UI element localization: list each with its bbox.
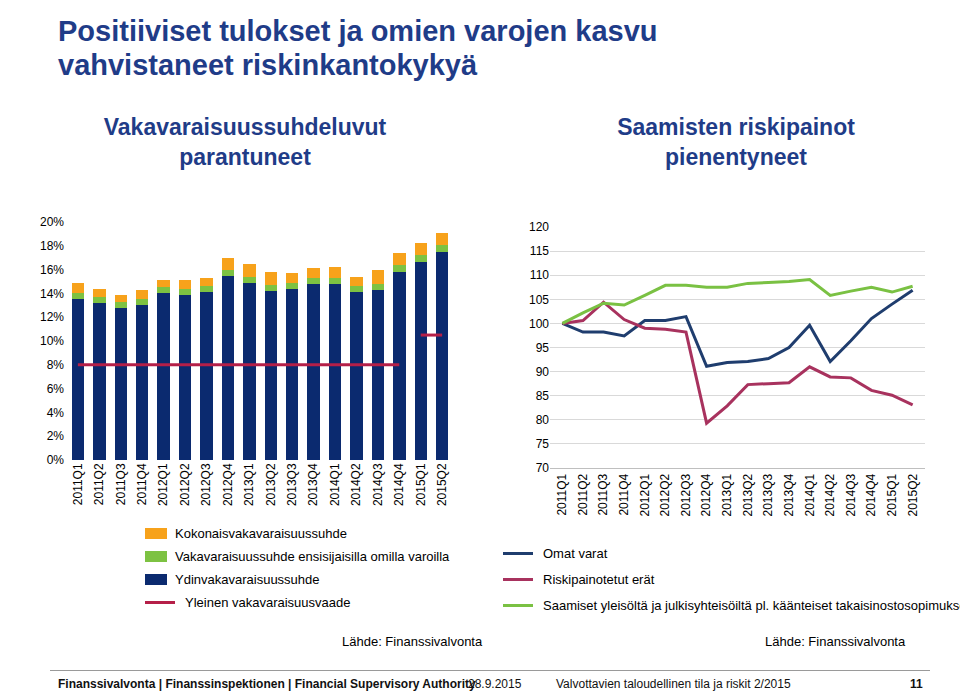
svg-text:20%: 20% xyxy=(40,215,64,229)
svg-text:2014Q2: 2014Q2 xyxy=(349,463,363,506)
svg-text:95: 95 xyxy=(536,341,550,355)
svg-text:2012Q4: 2012Q4 xyxy=(699,473,713,516)
svg-text:2014Q4: 2014Q4 xyxy=(864,473,878,516)
svg-text:2015Q1: 2015Q1 xyxy=(885,473,899,516)
svg-text:2014Q3: 2014Q3 xyxy=(371,463,385,506)
svg-text:2015Q1: 2015Q1 xyxy=(414,463,428,506)
svg-text:2012Q3: 2012Q3 xyxy=(679,473,693,516)
svg-text:16%: 16% xyxy=(40,263,64,277)
svg-text:85: 85 xyxy=(536,389,550,403)
svg-text:2012Q3: 2012Q3 xyxy=(199,463,213,506)
svg-text:2013Q3: 2013Q3 xyxy=(285,463,299,506)
html-text:Yleinen vakavaraisuusvaade: Yleinen vakavaraisuusvaade xyxy=(185,595,351,610)
svg-text:2013Q4: 2013Q4 xyxy=(306,463,320,506)
svg-text:105: 105 xyxy=(529,293,549,307)
svg-text:2011Q1: 2011Q1 xyxy=(555,473,569,515)
html-text:Kokonaisvakavaraisuussuhde: Kokonaisvakavaraisuussuhde xyxy=(175,526,347,541)
svg-text:10%: 10% xyxy=(40,334,64,348)
html-text:Finanssivalvonta | Finanssinsp: Finanssivalvonta | Finanssinspektionen |… xyxy=(58,677,476,691)
svg-text:6%: 6% xyxy=(47,382,65,396)
svg-text:2015Q2: 2015Q2 xyxy=(435,463,449,506)
svg-text:2%: 2% xyxy=(47,429,65,443)
svg-text:8%: 8% xyxy=(47,358,65,372)
svg-text:2011Q2: 2011Q2 xyxy=(92,463,106,505)
html-text:Valvottavien taloudellinen til: Valvottavien taloudellinen tila ja riski… xyxy=(556,677,791,691)
html-text:Ydinvakavaraisuussuhde: Ydinvakavaraisuussuhde xyxy=(175,572,320,587)
svg-text:100: 100 xyxy=(529,317,549,331)
svg-text:4%: 4% xyxy=(47,406,65,420)
svg-text:14%: 14% xyxy=(40,287,64,301)
svg-text:2012Q4: 2012Q4 xyxy=(221,463,235,506)
html-text:Riskipainotetut erät: Riskipainotetut erät xyxy=(543,571,655,587)
html-text:Vakavaraisuussuhdeluvut: Vakavaraisuussuhdeluvut xyxy=(103,114,387,140)
svg-text:2011Q3: 2011Q3 xyxy=(114,463,128,505)
svg-text:80: 80 xyxy=(536,413,550,427)
html-text:pienentyneet: pienentyneet xyxy=(665,144,807,170)
svg-text:120: 120 xyxy=(529,220,549,234)
html-text:Omat varat: Omat varat xyxy=(543,545,608,561)
svg-text:90: 90 xyxy=(536,365,550,379)
svg-text:2014Q2: 2014Q2 xyxy=(823,473,837,516)
svg-text:2014Q4: 2014Q4 xyxy=(392,463,406,506)
svg-text:2013Q3: 2013Q3 xyxy=(761,473,775,516)
svg-text:2011Q4: 2011Q4 xyxy=(617,473,631,515)
svg-text:2011Q2: 2011Q2 xyxy=(576,473,590,515)
html-text:parantuneet: parantuneet xyxy=(179,144,311,170)
html-text:Saamisten riskipainot: Saamisten riskipainot xyxy=(617,114,855,140)
svg-text:2013Q4: 2013Q4 xyxy=(782,473,796,516)
svg-text:2012Q2: 2012Q2 xyxy=(178,463,192,506)
svg-text:2014Q1: 2014Q1 xyxy=(803,473,817,516)
svg-text:2014Q3: 2014Q3 xyxy=(844,473,858,516)
html-text:Lähde: Finanssivalvonta: Lähde: Finanssivalvonta xyxy=(342,634,483,649)
svg-text:2011Q3: 2011Q3 xyxy=(596,473,610,515)
svg-text:2013Q2: 2013Q2 xyxy=(741,473,755,516)
svg-text:2013Q2: 2013Q2 xyxy=(264,463,278,506)
html-text:Vakavaraisuussuhde ensisijaisi: Vakavaraisuussuhde ensisijaisilla omilla… xyxy=(175,549,450,564)
svg-text:2013Q1: 2013Q1 xyxy=(242,463,256,506)
svg-text:2012Q1: 2012Q1 xyxy=(638,473,652,516)
svg-text:2014Q1: 2014Q1 xyxy=(328,463,342,506)
svg-text:2011Q4: 2011Q4 xyxy=(135,463,149,505)
svg-text:110: 110 xyxy=(530,268,549,282)
svg-text:2013Q1: 2013Q1 xyxy=(720,473,734,516)
svg-text:2012Q1: 2012Q1 xyxy=(156,463,170,506)
svg-text:12%: 12% xyxy=(40,310,64,324)
html-text:vahvistaneet riskinkantokykyä: vahvistaneet riskinkantokykyä xyxy=(58,49,478,81)
html-text:Positiiviset tulokset ja omien: Positiiviset tulokset ja omien varojen k… xyxy=(58,15,658,47)
svg-text:70: 70 xyxy=(536,461,550,475)
svg-text:2015Q2: 2015Q2 xyxy=(906,473,920,516)
html-text:11: 11 xyxy=(910,677,923,691)
svg-text:18%: 18% xyxy=(40,239,64,253)
svg-text:2011Q1: 2011Q1 xyxy=(71,463,85,505)
svg-text:75: 75 xyxy=(536,437,550,451)
svg-text:0%: 0% xyxy=(47,453,65,467)
svg-text:2012Q2: 2012Q2 xyxy=(658,473,672,516)
svg-text:115: 115 xyxy=(530,244,549,258)
html-text:28.9.2015: 28.9.2015 xyxy=(468,677,522,691)
html-text:Lähde: Finanssivalvonta: Lähde: Finanssivalvonta xyxy=(765,634,906,649)
